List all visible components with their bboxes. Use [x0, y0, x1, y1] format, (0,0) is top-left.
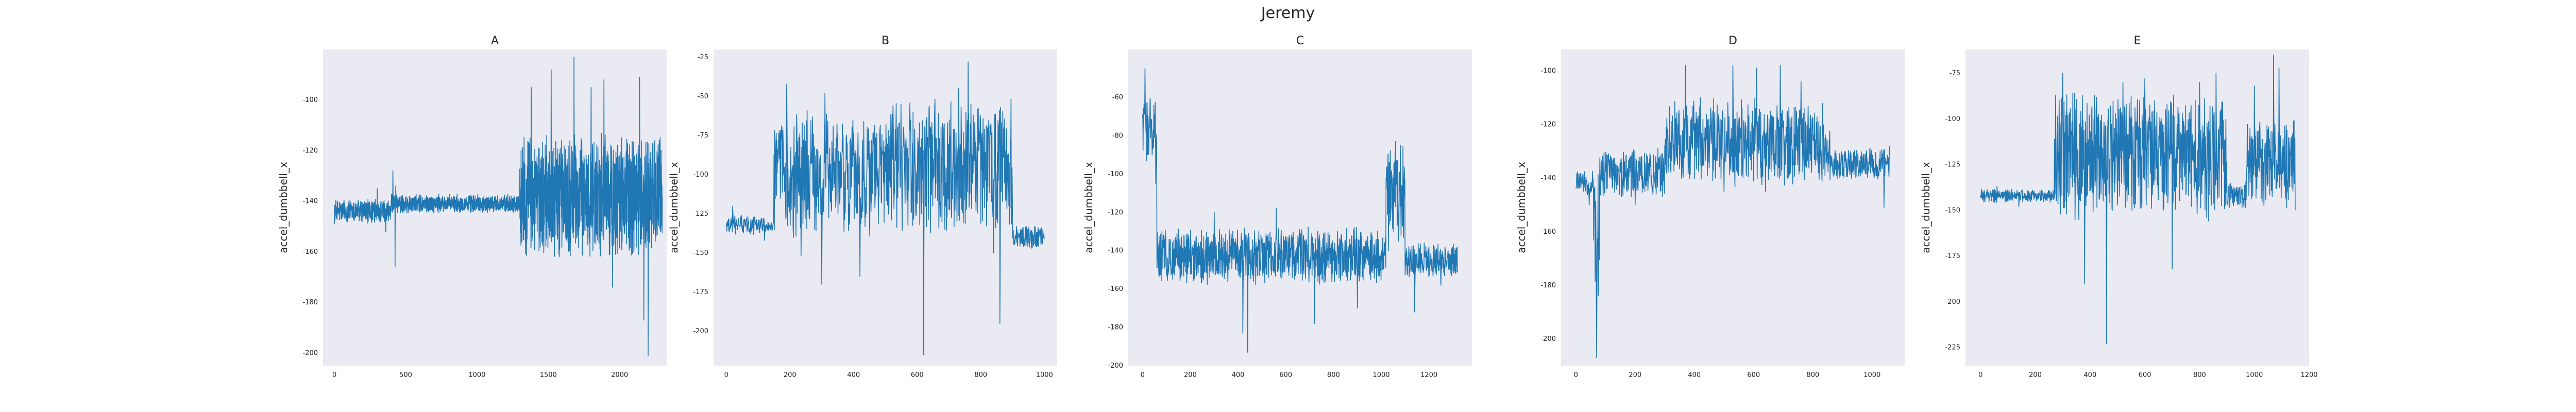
- x-tick-label: 1500: [540, 371, 557, 379]
- y-tick-label: -180: [302, 299, 318, 306]
- subplot-title: B: [882, 35, 889, 47]
- y-axis-label: accel_dumbbell_x: [1082, 162, 1095, 253]
- y-tick-label: -175: [1945, 252, 1960, 260]
- x-tick-label: 1200: [2300, 371, 2317, 379]
- x-tick-label: 1000: [468, 371, 485, 379]
- x-tick-label: 600: [1279, 371, 1292, 379]
- series-line: [1980, 54, 2296, 345]
- series-line: [725, 61, 1045, 355]
- y-tick-label: -75: [1950, 70, 1960, 77]
- y-tick-label: -160: [302, 248, 318, 256]
- x-tick-label: 1000: [1036, 371, 1053, 379]
- y-tick-label: -200: [693, 328, 708, 335]
- y-tick-label: -75: [698, 132, 708, 140]
- x-tick-label: 1000: [1372, 371, 1389, 379]
- y-axis-label: accel_dumbbell_x: [277, 162, 290, 253]
- x-tick-label: 200: [1629, 371, 1641, 379]
- y-tick-label: -60: [1112, 94, 1123, 101]
- figure-title: Jeremy: [1261, 4, 1315, 22]
- x-tick-label: 800: [1806, 371, 1819, 379]
- y-tick-label: -25: [698, 54, 708, 61]
- subplot-title: A: [491, 35, 499, 47]
- x-tick-label: 800: [2193, 371, 2206, 379]
- y-axis-label: accel_dumbbell_x: [1920, 162, 1932, 253]
- y-tick-label: -160: [1540, 228, 1556, 236]
- y-tick-label: -140: [1108, 247, 1123, 255]
- x-tick-label: 400: [1688, 371, 1701, 379]
- x-tick-label: 400: [2083, 371, 2096, 379]
- y-tick-label: -100: [1540, 67, 1556, 75]
- x-tick-label: 500: [399, 371, 412, 379]
- y-tick-label: -100: [302, 96, 318, 104]
- x-tick-label: 800: [1327, 371, 1340, 379]
- x-tick-label: 1000: [2246, 371, 2263, 379]
- plot-area: [1128, 49, 1472, 366]
- y-tick-label: -80: [1112, 132, 1123, 140]
- x-tick-label: 200: [2029, 371, 2042, 379]
- x-tick-label: 2000: [611, 371, 628, 379]
- plot-area: [1965, 49, 2309, 366]
- y-tick-label: -125: [1945, 161, 1960, 169]
- y-tick-label: -175: [693, 288, 708, 296]
- x-tick-label: 400: [847, 371, 860, 379]
- x-tick-label: 600: [911, 371, 924, 379]
- y-tick-label: -200: [1540, 335, 1556, 343]
- x-tick-label: 1200: [1420, 371, 1437, 379]
- y-tick-label: -180: [1108, 324, 1123, 332]
- y-tick-label: -120: [1108, 209, 1123, 216]
- series-line: [1142, 68, 1458, 353]
- x-tick-label: 0: [724, 371, 728, 379]
- y-tick-label: -125: [693, 210, 708, 218]
- y-axis-label: accel_dumbbell_x: [1515, 162, 1528, 253]
- series-line: [1575, 65, 1890, 358]
- y-tick-label: -100: [693, 171, 708, 179]
- y-tick-label: -100: [1945, 115, 1960, 123]
- y-tick-label: -150: [693, 249, 708, 257]
- y-axis-label: accel_dumbbell_x: [668, 162, 680, 253]
- x-tick-label: 800: [974, 371, 987, 379]
- x-tick-label: 200: [784, 371, 796, 379]
- subplot-title: C: [1296, 35, 1304, 47]
- y-tick-label: -120: [302, 147, 318, 154]
- y-tick-label: -120: [1540, 121, 1556, 129]
- x-tick-label: 600: [2139, 371, 2151, 379]
- y-tick-label: -180: [1540, 282, 1556, 289]
- y-tick-label: -200: [1108, 362, 1123, 370]
- x-tick-label: 0: [1141, 371, 1145, 379]
- subplot-title: E: [2134, 35, 2141, 47]
- x-tick-label: 0: [1978, 371, 1982, 379]
- x-tick-label: 600: [1747, 371, 1760, 379]
- y-tick-label: -140: [302, 198, 318, 205]
- y-tick-label: -50: [698, 93, 708, 100]
- x-tick-label: 0: [332, 371, 336, 379]
- y-tick-label: -100: [1108, 170, 1123, 178]
- x-tick-label: 400: [1232, 371, 1245, 379]
- subplot-title: D: [1728, 35, 1737, 47]
- y-tick-label: -150: [1945, 207, 1960, 214]
- series-line: [334, 56, 663, 356]
- y-tick-label: -140: [1540, 175, 1556, 182]
- x-tick-label: 1000: [1863, 371, 1880, 379]
- y-tick-label: -225: [1945, 344, 1960, 352]
- x-tick-label: 200: [1184, 371, 1197, 379]
- y-tick-label: -200: [1945, 298, 1960, 306]
- y-tick-label: -200: [302, 349, 318, 357]
- x-tick-label: 0: [1574, 371, 1578, 379]
- plot-area: [714, 49, 1057, 366]
- y-tick-label: -160: [1108, 285, 1123, 293]
